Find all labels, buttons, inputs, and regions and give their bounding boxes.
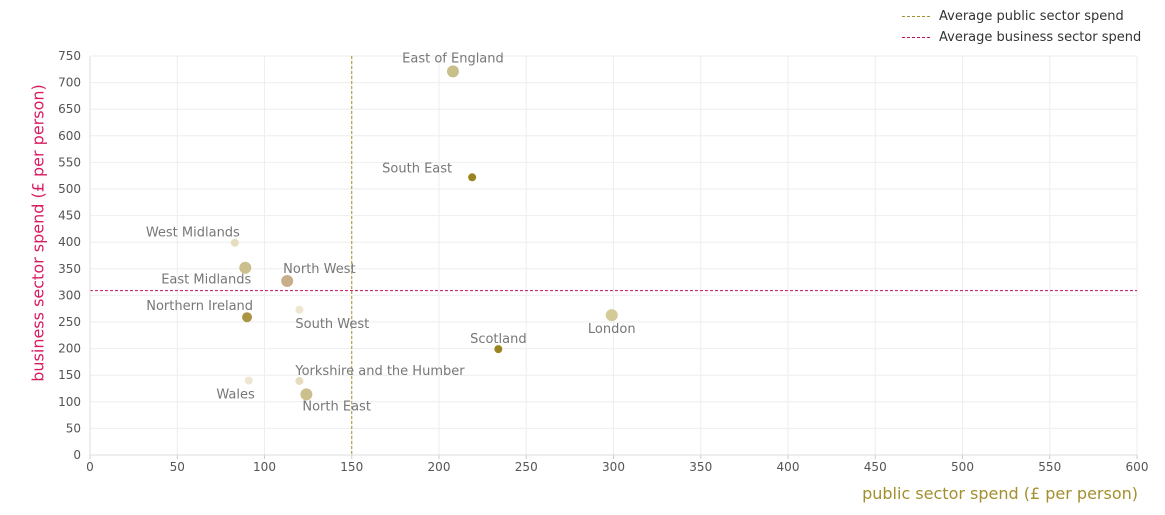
y-tick-label: 650 [58,102,81,116]
point-label-wales: Wales [216,388,255,403]
legend-item-public[interactable]: Average public sector spend [902,6,1141,27]
y-tick-label: 150 [58,368,81,382]
point-labels: East of England South East West Midlands Ea… [146,51,636,414]
point-london [605,309,618,322]
point-label-london: London [588,322,636,337]
legend-label-public: Average public sector spend [939,9,1124,24]
data-points [230,65,618,401]
y-tick-label: 550 [58,155,81,169]
y-axis-title: business sector spend (£ per person) [28,84,48,382]
x-tick-label: 300 [602,460,625,474]
point-label-northern-ireland: Northern Ireland [146,299,253,314]
point-north-west [281,275,294,288]
point-wales [244,376,253,385]
point-north-east [300,388,313,401]
y-tick-label: 350 [58,262,81,276]
axes: 0 50 100 150 200 250 300 350 400 450 500 550 600 0 50 1… [58,49,1148,474]
point-east-midlands [239,261,252,274]
y-tick-label: 700 [58,76,81,90]
point-label-south-east: South East [382,161,452,176]
x-tick-label: 200 [428,460,451,474]
x-tick-label: 250 [515,460,538,474]
x-tick-label: 0 [86,460,94,474]
reference-lines [90,56,1137,455]
x-tick-label: 400 [777,460,800,474]
point-label-south-west: South West [295,317,369,332]
x-tick-label: 600 [1126,460,1149,474]
y-tick-label: 450 [58,209,81,223]
x-tick-label: 550 [1038,460,1061,474]
point-label-yorkshire-and-the-humber: Yorkshire and the Humber [294,364,465,379]
y-tick-label: 50 [66,421,81,435]
point-label-west-midlands: West Midlands [146,226,240,241]
x-axis-title: public sector spend (£ per person) [862,484,1138,503]
legend: Average public sector spend Average busi… [902,6,1141,48]
y-tick-label: 500 [58,182,81,196]
point-label-north-west: North West [283,262,355,277]
y-tick-label: 100 [58,395,81,409]
point-label-east-midlands: East Midlands [161,273,251,288]
x-tick-label: 450 [864,460,887,474]
y-tick-label: 200 [58,342,81,356]
x-tick-label: 50 [170,460,185,474]
public-avg-swatch [902,16,930,17]
point-scotland [494,345,503,354]
point-east-of-england [446,65,459,78]
y-tick-label: 600 [58,129,81,143]
x-tick-label: 350 [689,460,712,474]
business-avg-swatch [902,37,930,38]
y-tick-label: 250 [58,315,81,329]
point-west-midlands [230,238,239,247]
y-tick-label: 300 [58,288,81,302]
x-tick-label: 150 [340,460,363,474]
point-label-east-of-england: East of England [402,51,504,66]
point-south-east [468,173,477,182]
y-tick-label: 750 [58,49,81,63]
legend-item-business[interactable]: Average business sector spend [902,27,1141,48]
point-south-west [295,305,304,314]
legend-label-business: Average business sector spend [939,30,1142,45]
point-label-scotland: Scotland [470,332,527,347]
grid [90,55,1138,455]
point-label-north-east: North East [302,399,371,414]
point-northern-ireland [242,312,253,323]
y-tick-label: 0 [73,448,81,462]
x-tick-label: 100 [253,460,276,474]
point-yorkshire-and-the-humber [295,377,304,386]
y-tick-label: 400 [58,235,81,249]
x-tick-label: 500 [951,460,974,474]
